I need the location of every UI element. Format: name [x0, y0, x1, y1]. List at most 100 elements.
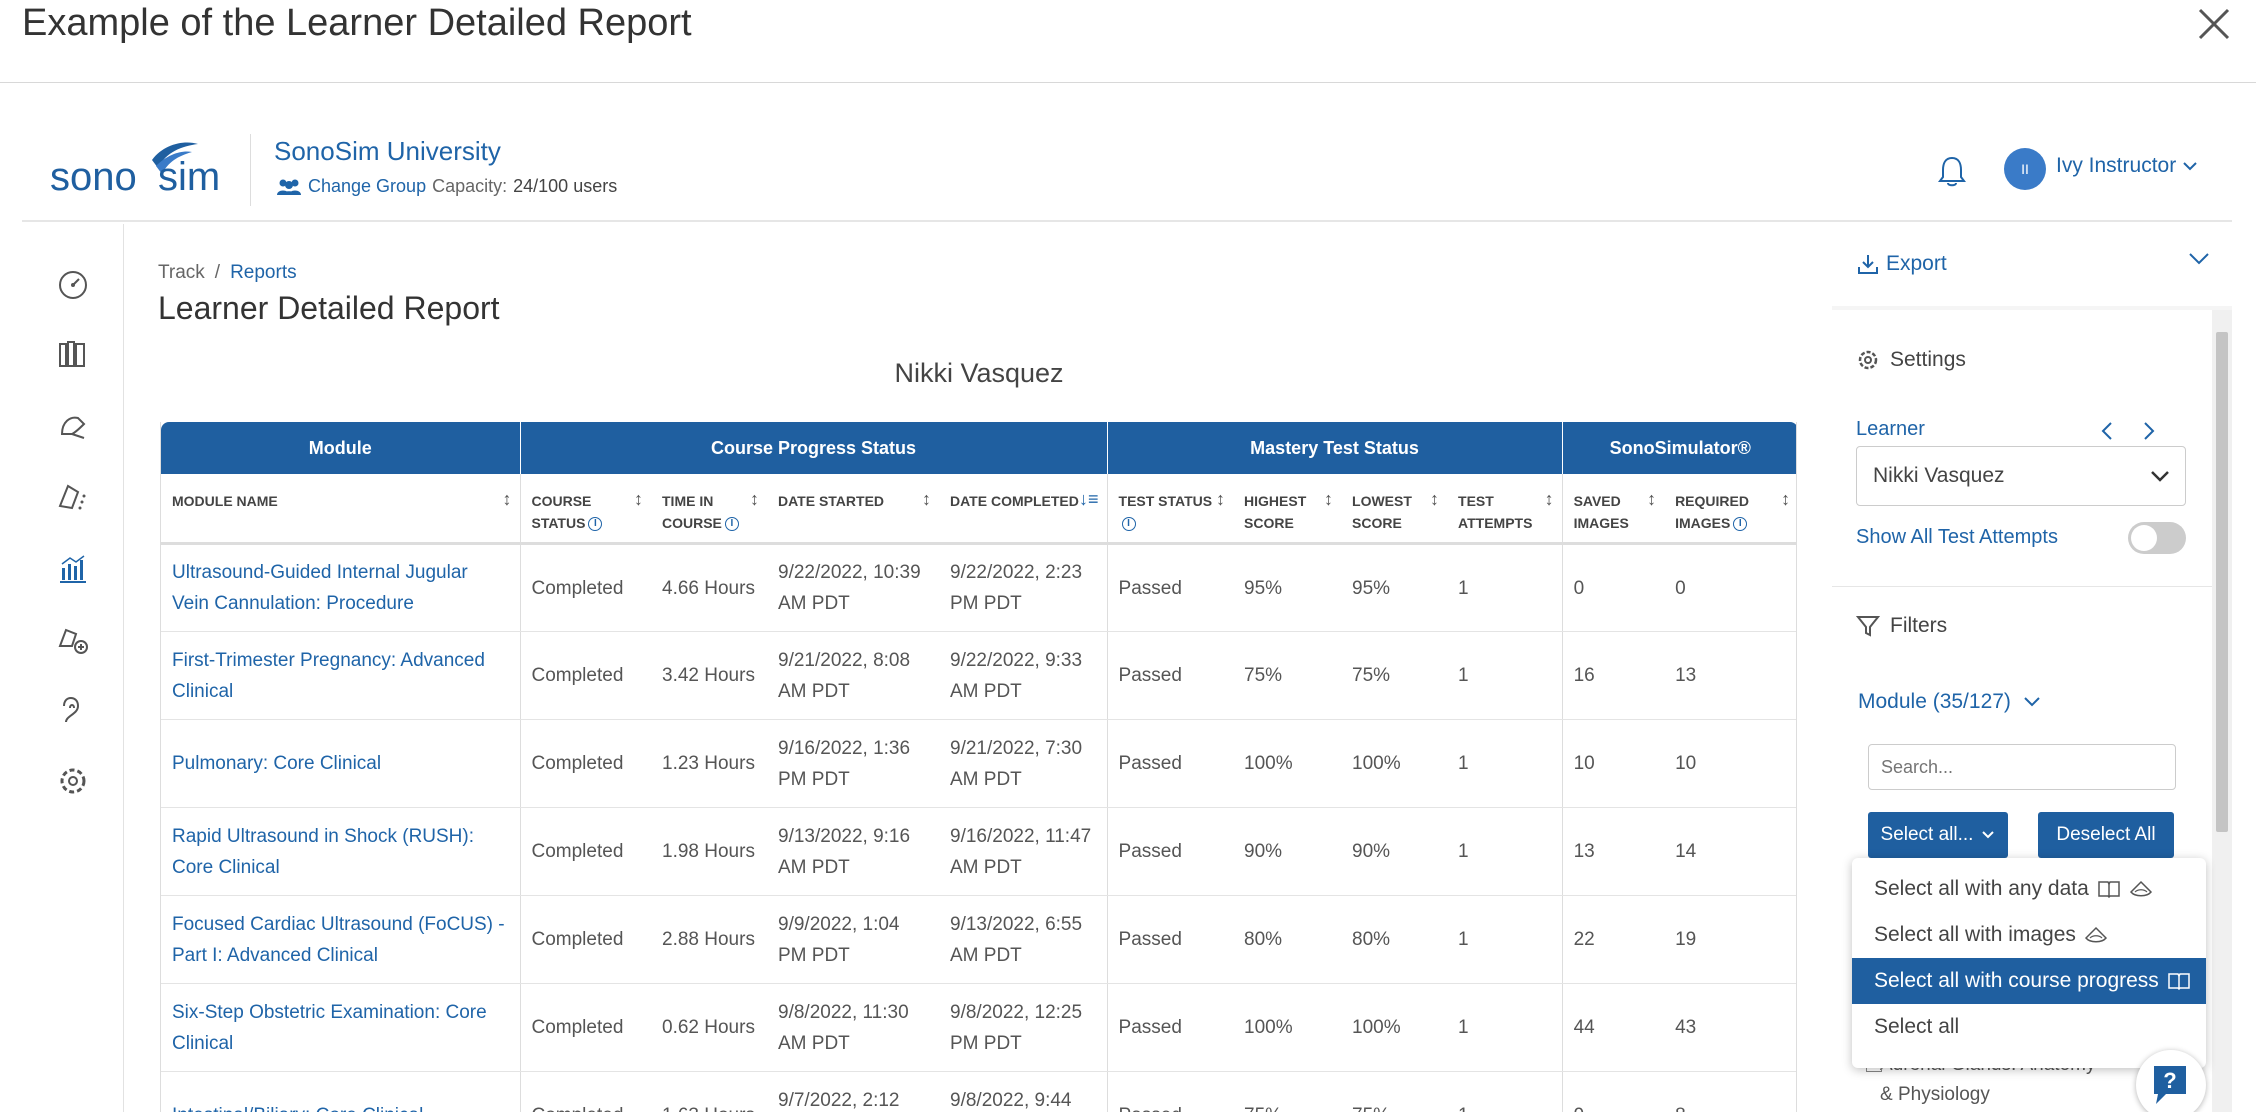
cell-test-attempts: 1 — [1447, 895, 1563, 984]
module-search-input[interactable] — [1868, 744, 2176, 790]
dropdown-item-all[interactable]: Select all — [1852, 1004, 2206, 1050]
sort-icon[interactable]: ↕ — [502, 489, 512, 509]
info-icon[interactable]: i — [588, 517, 603, 532]
library-icon[interactable] — [54, 336, 92, 374]
sort-icon[interactable]: ↕ — [634, 489, 643, 509]
learner-select[interactable]: Nikki Vasquez — [1856, 446, 2186, 506]
close-icon[interactable] — [2194, 4, 2234, 44]
col-saved-images[interactable]: SAVED IMAGES ↕ — [1561, 474, 1665, 545]
cell-course-status: Completed — [519, 543, 651, 632]
cell-saved-images: 13 — [1561, 807, 1665, 896]
panel-scrollbar[interactable] — [2212, 310, 2232, 1112]
show-all-attempts-toggle[interactable] — [2128, 522, 2186, 554]
gear-icon[interactable] — [54, 762, 92, 800]
col-date-completed[interactable]: DATE COMPLETED ↓≡ — [939, 474, 1108, 545]
book-icon — [2168, 973, 2190, 990]
cell-module-name[interactable]: Intestinal/Biliary: Core Clinical — [161, 1071, 520, 1112]
sort-icon[interactable]: ↕ — [1324, 489, 1334, 509]
breadcrumb-track[interactable]: Track — [158, 262, 205, 283]
cell-module-name[interactable]: Focused Cardiac Ultrasound (FoCUS) - Par… — [161, 895, 520, 984]
sort-icon[interactable]: ↕ — [1781, 489, 1791, 509]
cell-date-completed: 9/21/2022, 7:30 AM PDT — [939, 719, 1108, 808]
hearing-icon[interactable] — [54, 692, 92, 730]
col-time-in-course[interactable]: TIME IN COURSE i ↕ — [651, 474, 767, 545]
chevron-down-icon[interactable] — [2188, 252, 2210, 266]
filters-heading: Filters — [1856, 614, 1947, 638]
module-filter-toggle[interactable]: Module (35/127) — [1858, 690, 2041, 714]
col-test-attempts[interactable]: TEST ATTEMPTS ↕ — [1447, 474, 1563, 545]
cell-module-name[interactable]: Six-Step Obstetric Examination: Core Cli… — [161, 983, 520, 1072]
cell-module-name[interactable]: Pulmonary: Core Clinical — [161, 719, 520, 808]
info-icon[interactable]: i — [1121, 517, 1136, 532]
cell-module-name[interactable]: Ultrasound-Guided Internal Jugular Vein … — [161, 543, 520, 632]
avatar[interactable]: II — [2004, 148, 2046, 190]
col-label: SAVED IMAGES — [1573, 493, 1629, 531]
cell-lowest-score: 80% — [1341, 895, 1448, 984]
scan-probe-icon[interactable] — [54, 478, 92, 516]
cell-module-name[interactable]: Rapid Ultrasound in Shock (RUSH): Core C… — [161, 807, 520, 896]
cell-course-status: Completed — [519, 983, 651, 1072]
svg-text:sono: sono — [50, 155, 137, 198]
col-test-status[interactable]: TEST STATUS i ↕ — [1106, 474, 1234, 545]
dropdown-item-images[interactable]: Select all with images — [1852, 912, 2206, 958]
col-module-name[interactable]: MODULE NAME ↕ — [161, 474, 520, 545]
dropdown-item-course-progress[interactable]: Select all with course progress — [1852, 958, 2206, 1004]
bell-icon[interactable] — [1936, 154, 1968, 188]
group-icon — [277, 179, 301, 195]
col-required-images[interactable]: REQUIRED IMAGES i ↕ — [1664, 474, 1796, 545]
sort-icon[interactable]: ↕ — [1647, 489, 1657, 509]
sonosim-logo[interactable]: sono sim — [48, 138, 248, 198]
info-icon[interactable]: i — [724, 517, 739, 532]
module-filter-label: Module (35/127) — [1858, 690, 2011, 713]
modal-divider — [0, 82, 2256, 83]
help-button[interactable]: ? — [2136, 1050, 2206, 1112]
select-all-label: Select all... — [1880, 824, 1974, 845]
col-lowest-score[interactable]: LOWEST SCORE ↕ — [1341, 474, 1448, 545]
reports-chart-icon[interactable] — [54, 550, 92, 588]
table-row: Pulmonary: Core Clinical Completed 1.23 Ho… — [161, 719, 1796, 808]
cell-highest-score: 80% — [1233, 895, 1342, 984]
dropdown-item-any-data[interactable]: Select all with any data — [1852, 866, 2206, 912]
export-button[interactable]: Export — [1856, 252, 1947, 276]
show-all-attempts-label: Show All Test Attempts — [1856, 526, 2058, 548]
probe-icon[interactable] — [54, 408, 92, 446]
scroll-thumb[interactable] — [2216, 332, 2228, 832]
sort-icon[interactable]: ↕ — [1216, 489, 1226, 509]
add-probe-icon[interactable] — [54, 620, 92, 658]
dashboard-icon[interactable] — [54, 266, 92, 304]
cell-test-status: Passed — [1106, 719, 1234, 808]
col-date-started[interactable]: DATE STARTED ↕ — [767, 474, 939, 545]
user-menu[interactable]: Ivy Instructor — [2056, 154, 2198, 178]
deselect-all-button[interactable]: Deselect All — [2038, 812, 2174, 858]
cell-time-in-course: 0.62 Hours — [651, 983, 767, 1072]
sort-icon[interactable]: ↕ — [922, 489, 931, 509]
info-icon[interactable]: i — [1733, 517, 1748, 532]
dropdown-item-label: Select all — [1874, 1015, 1960, 1038]
learner-nav — [2100, 420, 2156, 442]
change-group-link[interactable]: Change Group — [276, 176, 426, 197]
cell-test-attempts: 1 — [1447, 631, 1563, 720]
cell-time-in-course: 3.42 Hours — [651, 631, 767, 720]
table-row: Rapid Ultrasound in Shock (RUSH): Core C… — [161, 807, 1796, 896]
cell-date-started: 9/16/2022, 1:36 PM PDT — [767, 719, 939, 808]
chevron-down-icon — [1982, 831, 1995, 839]
sort-icon[interactable]: ↕ — [1430, 489, 1440, 509]
chevron-left-icon[interactable] — [2100, 420, 2114, 442]
col-course-status[interactable]: COURSE STATUS i ↕ — [519, 474, 651, 545]
cell-module-name[interactable]: First-Trimester Pregnancy: Advanced Clin… — [161, 631, 520, 720]
select-all-dropdown: Select all with any data Select all with… — [1852, 858, 2206, 1068]
table-row: Ultrasound-Guided Internal Jugular Vein … — [161, 543, 1796, 632]
col-highest-score[interactable]: HIGHEST SCORE ↕ — [1233, 474, 1342, 545]
breadcrumb-reports[interactable]: Reports — [230, 262, 297, 283]
help-chat-icon: ? — [2154, 1066, 2186, 1104]
col-label: TIME IN COURSE — [662, 493, 722, 531]
sort-icon[interactable]: ↕ — [1544, 489, 1554, 509]
sort-icon[interactable]: ↕ — [750, 489, 759, 509]
cell-required-images: 19 — [1664, 895, 1796, 984]
cell-test-status: Passed — [1106, 807, 1234, 896]
book-icon — [2098, 881, 2120, 898]
select-all-button[interactable]: Select all... — [1868, 812, 2008, 858]
chevron-right-icon[interactable] — [2142, 420, 2156, 442]
chevron-down-icon — [2183, 162, 2197, 171]
sort-desc-icon[interactable]: ↓≡ — [1079, 489, 1099, 509]
